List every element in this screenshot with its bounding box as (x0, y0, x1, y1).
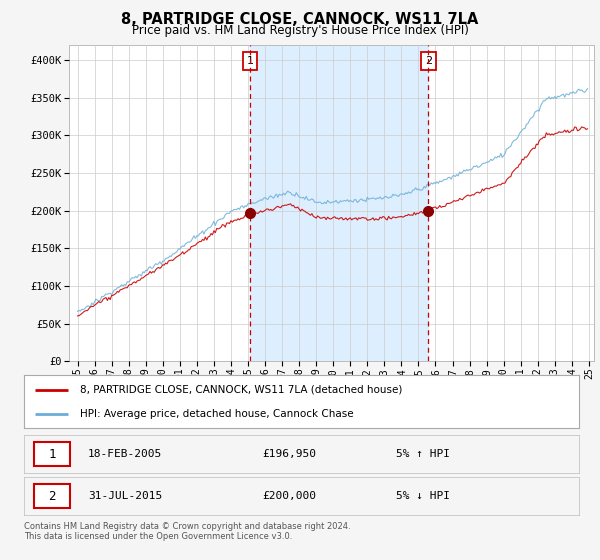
Text: 31-JUL-2015: 31-JUL-2015 (88, 491, 162, 501)
FancyBboxPatch shape (34, 484, 70, 508)
Text: Contains HM Land Registry data © Crown copyright and database right 2024.
This d: Contains HM Land Registry data © Crown c… (24, 522, 350, 542)
Text: £196,950: £196,950 (263, 449, 317, 459)
Text: HPI: Average price, detached house, Cannock Chase: HPI: Average price, detached house, Cann… (79, 409, 353, 419)
FancyBboxPatch shape (34, 442, 70, 466)
Text: £200,000: £200,000 (263, 491, 317, 501)
Text: 1: 1 (247, 57, 254, 67)
Text: 2: 2 (48, 489, 56, 503)
Text: 5% ↑ HPI: 5% ↑ HPI (396, 449, 450, 459)
Text: 1: 1 (48, 447, 56, 461)
Text: 18-FEB-2005: 18-FEB-2005 (88, 449, 162, 459)
Text: 5% ↓ HPI: 5% ↓ HPI (396, 491, 450, 501)
Text: 8, PARTRIDGE CLOSE, CANNOCK, WS11 7LA: 8, PARTRIDGE CLOSE, CANNOCK, WS11 7LA (121, 12, 479, 27)
Text: 8, PARTRIDGE CLOSE, CANNOCK, WS11 7LA (detached house): 8, PARTRIDGE CLOSE, CANNOCK, WS11 7LA (d… (79, 385, 402, 395)
Text: 2: 2 (425, 57, 432, 67)
Bar (250, 45, 428, 361)
Text: Price paid vs. HM Land Registry's House Price Index (HPI): Price paid vs. HM Land Registry's House … (131, 24, 469, 36)
